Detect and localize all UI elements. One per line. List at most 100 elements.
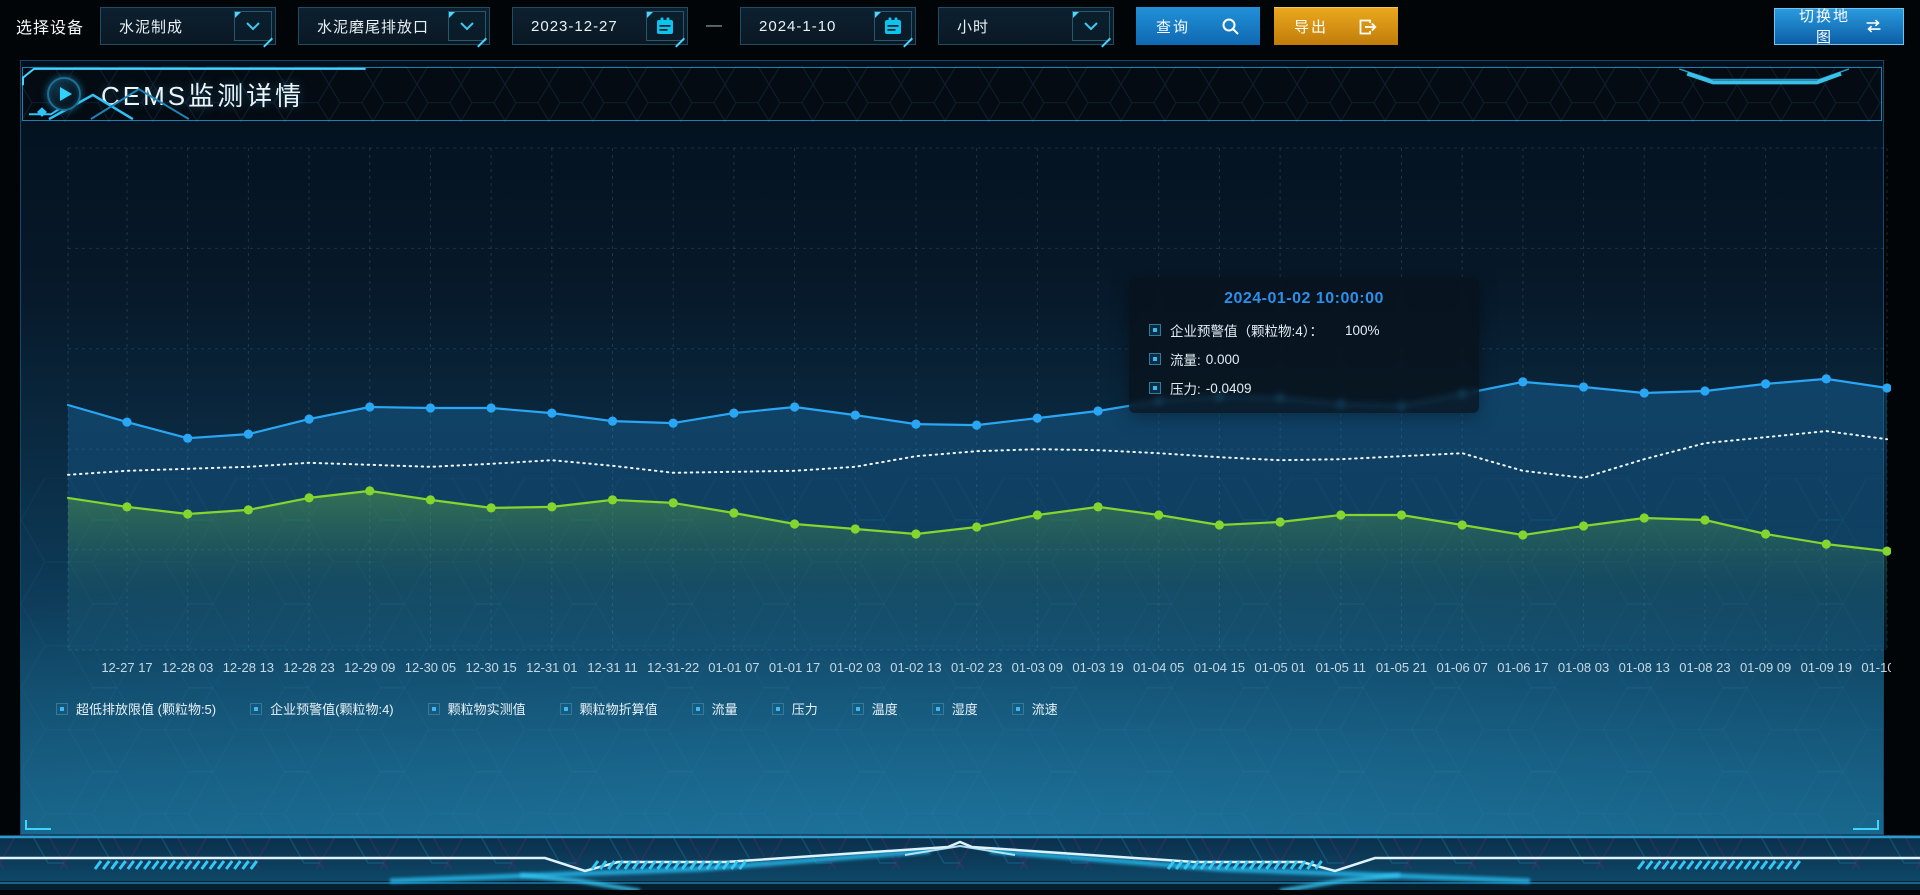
data-point[interactable]: [789, 519, 800, 529]
data-point[interactable]: [1578, 382, 1589, 392]
legend-item[interactable]: 湿度: [931, 699, 978, 718]
chart-area[interactable]: 12-27 17 12-28 03 12-28 13 12-28 23 12-29 09…: [56, 141, 1913, 686]
x-axis-label: 01-04 05: [1133, 660, 1184, 675]
data-point[interactable]: [1093, 406, 1103, 416]
data-point[interactable]: [1093, 502, 1103, 512]
bottom-tech-border-graphic: [0, 835, 1920, 893]
data-point[interactable]: [972, 522, 982, 532]
data-point[interactable]: [243, 429, 253, 439]
data-point[interactable]: [1032, 413, 1042, 423]
hatch-mark: [151, 860, 160, 870]
legend-item[interactable]: 颗粒物实测值: [427, 699, 526, 718]
data-point[interactable]: [1032, 510, 1042, 520]
legend-item[interactable]: 温度: [851, 699, 898, 718]
hatch-mark: [200, 860, 209, 870]
end-date-picker[interactable]: 2024-1-10: [740, 7, 917, 48]
hatch-mark: [689, 860, 698, 870]
data-point[interactable]: [122, 502, 132, 512]
hatch-mark: [664, 860, 673, 870]
legend-item[interactable]: 企业预警值(颗粒物:4): [250, 699, 394, 718]
data-point[interactable]: [365, 486, 375, 496]
hatch-mark: [1281, 860, 1291, 870]
data-point[interactable]: [1761, 529, 1771, 539]
data-point[interactable]: [243, 505, 253, 515]
data-point[interactable]: [729, 508, 739, 518]
data-point[interactable]: [668, 418, 678, 428]
hatch-mark: [722, 860, 731, 870]
data-point[interactable]: [1761, 379, 1771, 389]
data-point[interactable]: [365, 402, 375, 412]
x-axis-label: 12-29 09: [344, 660, 395, 675]
data-point[interactable]: [1882, 383, 1892, 393]
data-point[interactable]: [425, 403, 436, 413]
data-point[interactable]: [1396, 510, 1407, 520]
data-point[interactable]: [183, 433, 193, 443]
legend-marker-icon: [250, 702, 263, 715]
interval-select-chevron-box[interactable]: [1072, 11, 1112, 48]
data-point[interactable]: [1821, 539, 1831, 549]
data-point[interactable]: [850, 410, 860, 420]
data-point[interactable]: [425, 495, 436, 505]
tooltip-item-value: 0.000: [1205, 351, 1240, 367]
data-point[interactable]: [607, 416, 618, 426]
legend-item[interactable]: 超低排放限值 (颗粒物:5): [56, 699, 216, 718]
data-point[interactable]: [729, 408, 739, 418]
line-chart[interactable]: 12-27 17 12-28 03 12-28 13 12-28 23 12-29 09…: [56, 141, 1913, 686]
device-select[interactable]: 水泥制成: [100, 7, 277, 48]
switch-map-button[interactable]: 切换地图: [1774, 7, 1904, 46]
data-point[interactable]: [183, 509, 193, 519]
data-point[interactable]: [1700, 386, 1710, 396]
outlet-select[interactable]: 水泥磨尾排放口: [298, 7, 491, 48]
hatch-mark: [1199, 860, 1209, 870]
toolbar: 选择设备 水泥制成 水泥磨尾排放口 2023-12-27: [0, 0, 1920, 52]
hatch-mark: [192, 860, 201, 870]
data-point[interactable]: [1275, 517, 1285, 527]
data-point[interactable]: [668, 498, 678, 508]
data-point[interactable]: [1821, 374, 1831, 384]
hatch-mark: [1792, 860, 1802, 870]
hatch-mark: [1677, 860, 1687, 870]
data-point[interactable]: [1457, 520, 1467, 530]
end-date-icon-box[interactable]: [874, 11, 914, 48]
data-point[interactable]: [486, 503, 496, 513]
legend-item-label: 企业预警值(颗粒物:4): [270, 702, 394, 717]
hatch-mark: [599, 860, 608, 870]
hatch-mark: [623, 860, 632, 870]
data-point[interactable]: [1518, 530, 1528, 540]
data-point[interactable]: [1214, 520, 1225, 530]
outlet-select-chevron-box[interactable]: [448, 11, 488, 48]
legend-item[interactable]: 压力: [771, 699, 818, 718]
data-point[interactable]: [1639, 513, 1649, 523]
data-point[interactable]: [850, 524, 860, 534]
data-point[interactable]: [789, 402, 800, 412]
data-point[interactable]: [607, 495, 618, 505]
data-point[interactable]: [972, 420, 982, 430]
data-point[interactable]: [547, 502, 557, 512]
data-point[interactable]: [122, 417, 132, 427]
export-button[interactable]: 导出: [1274, 7, 1399, 45]
data-point[interactable]: [304, 493, 314, 503]
legend-marker-icon: [771, 702, 784, 715]
start-date-icon-box[interactable]: [646, 11, 686, 48]
data-point[interactable]: [911, 419, 921, 429]
data-point[interactable]: [1639, 388, 1649, 398]
query-button[interactable]: 查询: [1136, 7, 1261, 45]
data-point[interactable]: [1518, 377, 1528, 387]
data-point[interactable]: [547, 408, 557, 418]
hatch-mark: [159, 860, 168, 870]
data-point[interactable]: [1578, 521, 1589, 531]
legend-item[interactable]: 颗粒物折算值: [559, 699, 658, 718]
legend-item[interactable]: 流量: [691, 699, 738, 718]
data-point[interactable]: [1336, 510, 1346, 520]
interval-select[interactable]: 小时: [938, 7, 1115, 48]
data-point[interactable]: [304, 414, 314, 424]
data-point[interactable]: [911, 529, 921, 539]
data-point[interactable]: [1154, 510, 1164, 520]
data-point[interactable]: [1700, 515, 1710, 525]
data-point[interactable]: [486, 403, 496, 413]
legend-item[interactable]: 流速: [1011, 699, 1058, 718]
data-point[interactable]: [1882, 546, 1892, 556]
start-date-picker[interactable]: 2023-12-27: [512, 7, 689, 48]
x-axis-label: 01-03 09: [1012, 660, 1063, 675]
device-select-chevron-box[interactable]: [234, 11, 274, 48]
